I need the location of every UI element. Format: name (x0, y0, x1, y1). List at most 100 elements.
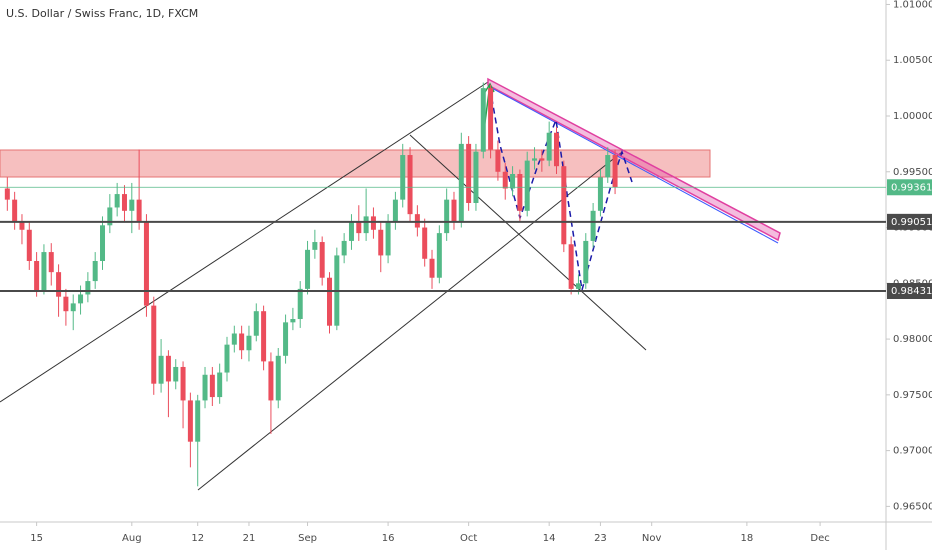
candle-body (100, 225, 106, 261)
x-tick-label: Sep (298, 533, 317, 544)
candle-body (575, 283, 581, 289)
candle-body (444, 199, 450, 234)
candle-body (488, 88, 494, 150)
candle-body (553, 132, 559, 167)
y-tick-label: 1.00500 (893, 55, 932, 66)
candle-body (341, 240, 347, 256)
x-tick-label: 12 (191, 533, 204, 544)
candle-body (239, 333, 245, 351)
candle-body (568, 244, 574, 289)
candle-body (92, 261, 98, 282)
resistance-zone (0, 149, 711, 178)
candle-body (510, 174, 516, 189)
candle-body (305, 249, 311, 289)
candle-body (297, 288, 303, 319)
candle-body (290, 319, 296, 323)
candle-body (517, 174, 523, 211)
y-tick-label: 0.96500 (893, 501, 932, 512)
candle-body (70, 303, 76, 312)
last-price-box (887, 179, 932, 196)
candle-body (283, 322, 289, 356)
candle-body (173, 366, 179, 382)
candle-body (356, 221, 362, 234)
candle-body (532, 158, 538, 161)
candle-body (41, 252, 47, 292)
candle-body (143, 221, 149, 306)
candle-body (495, 149, 501, 172)
y-tick-label: 0.97000 (893, 446, 932, 457)
candle-body (385, 221, 391, 256)
candle-body (378, 229, 384, 256)
candle-body (78, 294, 84, 304)
candle-body (407, 155, 413, 215)
price-label: 0.99051 (891, 217, 932, 228)
price-label-box (887, 213, 932, 230)
candle-body (275, 355, 281, 401)
candle-body (502, 171, 508, 189)
candle-body (261, 311, 267, 362)
x-tick-label: 14 (543, 533, 556, 544)
candle-body (151, 305, 157, 384)
drawings (0, 77, 781, 491)
x-tick-label: 18 (741, 533, 754, 544)
candle-body (121, 194, 127, 211)
candle-body (253, 311, 259, 336)
candle-body (48, 252, 54, 273)
candle-body (26, 229, 32, 261)
candle-body (312, 242, 318, 250)
price-label: 0.98431 (891, 286, 932, 297)
last-price-label: 0.99361 (891, 182, 932, 193)
candle-body (414, 214, 420, 228)
candle-body (590, 210, 596, 241)
candle-body (107, 207, 113, 226)
candle-body (165, 355, 171, 382)
candle-body (451, 199, 457, 222)
candle-body (246, 335, 252, 351)
candle-body (480, 88, 486, 152)
candle-body (19, 221, 25, 230)
descending-line (409, 134, 647, 351)
candle-body (12, 199, 18, 222)
candle-body (400, 155, 406, 200)
descending-channel (487, 77, 781, 242)
candle-body (370, 216, 376, 230)
candle-body (539, 158, 545, 161)
candle-body (546, 132, 552, 161)
candle-body (63, 296, 69, 312)
candle-body (561, 166, 567, 245)
candle-body (348, 221, 354, 241)
channel-upper-line (0, 81, 489, 403)
chart-title: U.S. Dollar / Swiss Franc, 1D, FXCM (6, 7, 198, 20)
candle-body (85, 281, 91, 295)
y-tick-label: 0.98000 (893, 334, 932, 345)
candle-body (268, 361, 274, 401)
candle-body (327, 277, 333, 326)
candle-body (473, 151, 479, 203)
candle-body (524, 160, 530, 211)
candle-body (56, 272, 62, 297)
y-tick-label: 0.97500 (893, 390, 932, 401)
x-tick-label: Aug (122, 533, 142, 544)
candle-body (583, 240, 589, 284)
y-tick-label: 1.00000 (893, 111, 932, 122)
candle-body (466, 143, 472, 203)
candle-body (34, 261, 40, 292)
descending-channel-edge (487, 85, 779, 244)
y-tick-label: 0.99500 (893, 167, 932, 178)
y-tick-label: 1.01000 (893, 0, 932, 10)
x-tick-label: 23 (594, 533, 607, 544)
candle-body (114, 194, 120, 208)
candle-body (363, 216, 369, 234)
candle-body (224, 344, 230, 373)
x-tick-label: Nov (642, 533, 662, 544)
candle-body (597, 177, 603, 211)
candle-body (187, 400, 193, 442)
candle-body (422, 227, 428, 259)
x-tick-label: 21 (243, 533, 256, 544)
x-tick-label: 15 (30, 533, 43, 544)
candle-body (458, 143, 464, 222)
price-label-box (887, 283, 932, 300)
x-tick-label: 16 (382, 533, 395, 544)
